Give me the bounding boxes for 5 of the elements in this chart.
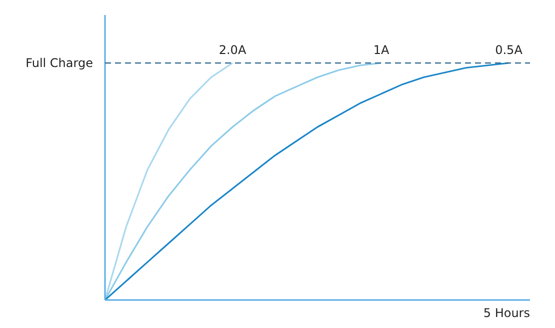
series-label: 1A (373, 43, 390, 57)
series-label: 2.0A (218, 43, 247, 57)
series-label: 0.5A (495, 43, 524, 57)
x-axis-title: 5 Hours (483, 306, 530, 320)
ref-line-label: Full Charge (26, 56, 93, 70)
